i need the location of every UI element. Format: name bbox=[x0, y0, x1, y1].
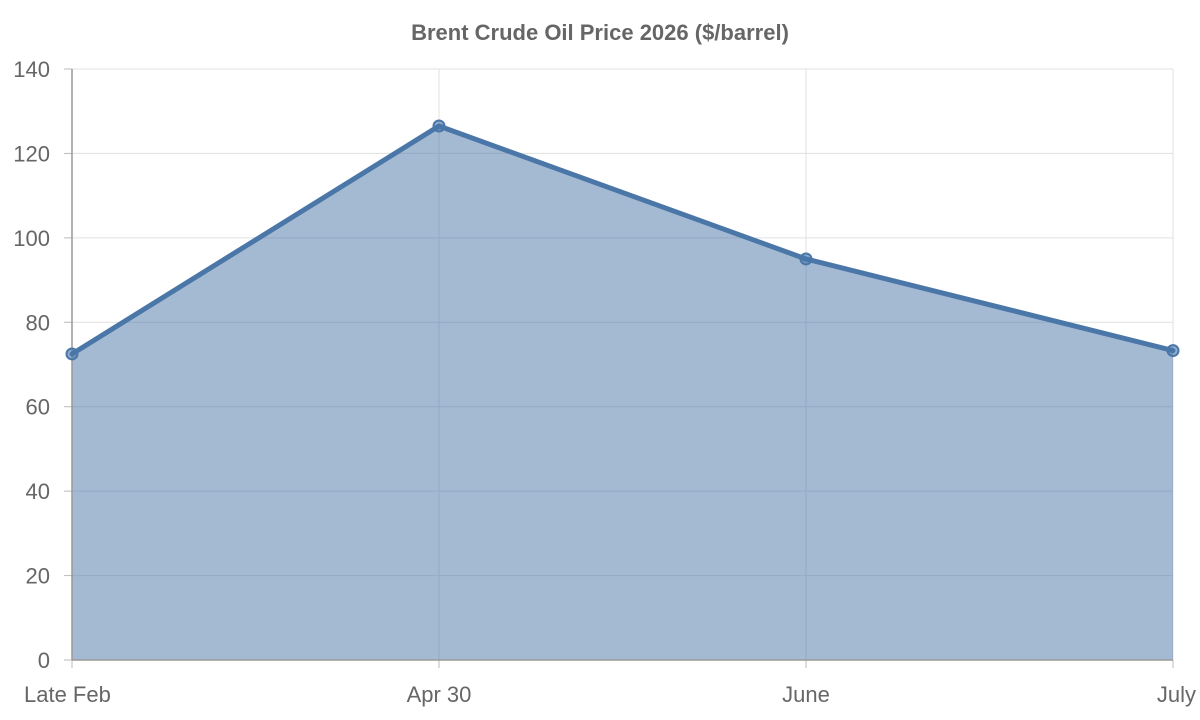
chart-title: Brent Crude Oil Price 2026 ($/barrel) bbox=[411, 20, 789, 45]
data-point bbox=[799, 252, 813, 266]
data-point bbox=[1166, 344, 1180, 358]
data-points bbox=[65, 119, 1180, 361]
x-tick-label: Apr 30 bbox=[407, 682, 472, 707]
x-tick-label: Late Feb bbox=[24, 682, 111, 707]
tick-labels: 0 20 40 60 80 100 120 140 Late Feb Apr 30 June July bbox=[13, 57, 1196, 707]
y-tick-label: 120 bbox=[13, 141, 50, 166]
y-tick-label: 140 bbox=[13, 57, 50, 82]
x-tick-label: June bbox=[782, 682, 830, 707]
y-tick-label: 40 bbox=[26, 479, 50, 504]
y-tick-label: 20 bbox=[26, 564, 50, 589]
y-tick-label: 100 bbox=[13, 226, 50, 251]
data-point bbox=[65, 347, 79, 361]
data-point bbox=[432, 119, 446, 133]
y-tick-label: 0 bbox=[38, 648, 50, 673]
line-series bbox=[69, 123, 1176, 357]
y-tick-label: 60 bbox=[26, 395, 50, 420]
y-tick-label: 80 bbox=[26, 310, 50, 335]
axes bbox=[64, 68, 1174, 668]
series-area-fill bbox=[72, 125, 1173, 661]
x-tick-label: July bbox=[1157, 682, 1196, 707]
series-line bbox=[69, 123, 1176, 357]
area-series bbox=[72, 125, 1173, 661]
